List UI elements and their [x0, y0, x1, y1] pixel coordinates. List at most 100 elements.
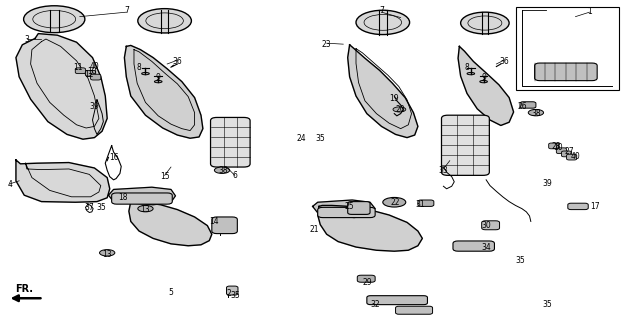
FancyBboxPatch shape: [520, 102, 536, 108]
Ellipse shape: [214, 167, 230, 173]
Polygon shape: [348, 45, 418, 138]
Polygon shape: [318, 205, 422, 251]
Text: 28: 28: [552, 142, 561, 151]
Text: 25: 25: [345, 202, 355, 211]
Text: 17: 17: [590, 202, 600, 211]
Text: 23: 23: [322, 40, 332, 49]
Text: 3: 3: [24, 36, 29, 44]
Text: 10: 10: [553, 143, 563, 152]
Text: 1: 1: [587, 7, 592, 16]
Text: 37: 37: [84, 203, 94, 212]
FancyBboxPatch shape: [482, 221, 500, 230]
Ellipse shape: [154, 80, 162, 83]
Ellipse shape: [142, 72, 149, 75]
FancyBboxPatch shape: [112, 193, 172, 204]
Text: 35: 35: [96, 203, 106, 212]
Text: 35: 35: [515, 256, 525, 265]
Text: 14: 14: [209, 217, 219, 226]
FancyBboxPatch shape: [348, 202, 370, 214]
FancyBboxPatch shape: [367, 296, 427, 305]
Text: 6: 6: [232, 172, 237, 180]
Text: 2: 2: [226, 289, 231, 298]
Ellipse shape: [467, 72, 475, 75]
Text: 7: 7: [379, 6, 384, 15]
Text: 26: 26: [517, 102, 527, 111]
FancyBboxPatch shape: [396, 306, 433, 314]
Polygon shape: [124, 45, 203, 138]
Polygon shape: [16, 34, 107, 139]
Ellipse shape: [393, 107, 406, 112]
Bar: [516, 7, 619, 90]
Text: 24: 24: [296, 134, 306, 143]
Text: 40: 40: [89, 62, 100, 71]
Text: 8: 8: [137, 63, 142, 72]
Ellipse shape: [383, 197, 406, 207]
Text: 7: 7: [124, 6, 129, 15]
Text: 30: 30: [481, 221, 491, 230]
Text: 31: 31: [415, 200, 425, 209]
FancyBboxPatch shape: [549, 143, 559, 149]
Text: 11: 11: [73, 63, 82, 72]
Text: 40: 40: [570, 152, 581, 161]
Text: 39: 39: [89, 102, 100, 111]
FancyBboxPatch shape: [212, 217, 237, 234]
Text: 19: 19: [389, 94, 399, 103]
Text: 4: 4: [7, 180, 12, 189]
Text: 18: 18: [118, 193, 127, 202]
Text: 36: 36: [499, 57, 509, 66]
Text: 35: 35: [315, 134, 325, 143]
Text: 13: 13: [102, 250, 112, 259]
FancyBboxPatch shape: [226, 286, 238, 295]
Ellipse shape: [461, 12, 509, 34]
Ellipse shape: [356, 10, 410, 35]
Text: 9: 9: [481, 73, 486, 82]
Text: FR.: FR.: [15, 284, 33, 294]
Text: 29: 29: [362, 278, 372, 287]
FancyBboxPatch shape: [535, 63, 597, 81]
Ellipse shape: [138, 205, 153, 212]
Polygon shape: [313, 200, 375, 218]
Text: 13: 13: [140, 205, 151, 214]
Text: 9: 9: [156, 73, 161, 82]
FancyBboxPatch shape: [556, 148, 567, 154]
Ellipse shape: [480, 80, 487, 83]
Text: 35: 35: [542, 300, 553, 309]
Text: 5: 5: [168, 288, 174, 297]
FancyBboxPatch shape: [318, 207, 375, 218]
Text: 21: 21: [309, 225, 318, 234]
Polygon shape: [458, 46, 514, 125]
Ellipse shape: [100, 250, 115, 256]
Text: 33: 33: [438, 166, 449, 175]
FancyBboxPatch shape: [453, 241, 494, 251]
FancyBboxPatch shape: [211, 117, 250, 167]
Text: 38: 38: [218, 166, 228, 175]
Ellipse shape: [138, 9, 191, 33]
Ellipse shape: [528, 109, 544, 116]
Text: 32: 32: [370, 300, 380, 309]
Text: 38: 38: [531, 109, 541, 118]
Text: 34: 34: [481, 243, 491, 252]
Polygon shape: [108, 187, 175, 205]
FancyBboxPatch shape: [567, 154, 577, 160]
Text: 35: 35: [230, 292, 240, 300]
Polygon shape: [129, 201, 212, 246]
FancyBboxPatch shape: [418, 200, 434, 206]
Text: 22: 22: [391, 198, 400, 207]
FancyBboxPatch shape: [357, 275, 375, 282]
Ellipse shape: [24, 6, 85, 33]
Text: 16: 16: [108, 153, 119, 162]
FancyBboxPatch shape: [75, 68, 85, 74]
Text: 15: 15: [160, 172, 170, 181]
FancyBboxPatch shape: [91, 74, 101, 80]
FancyBboxPatch shape: [441, 115, 489, 175]
Text: 20: 20: [396, 105, 406, 114]
Text: 12: 12: [85, 70, 94, 79]
Text: 36: 36: [172, 57, 182, 66]
Text: 10: 10: [87, 67, 98, 76]
Text: 27: 27: [564, 147, 574, 156]
Text: 8: 8: [464, 63, 470, 72]
FancyBboxPatch shape: [85, 70, 96, 76]
Polygon shape: [16, 160, 110, 202]
FancyBboxPatch shape: [561, 151, 572, 157]
FancyBboxPatch shape: [568, 203, 588, 210]
